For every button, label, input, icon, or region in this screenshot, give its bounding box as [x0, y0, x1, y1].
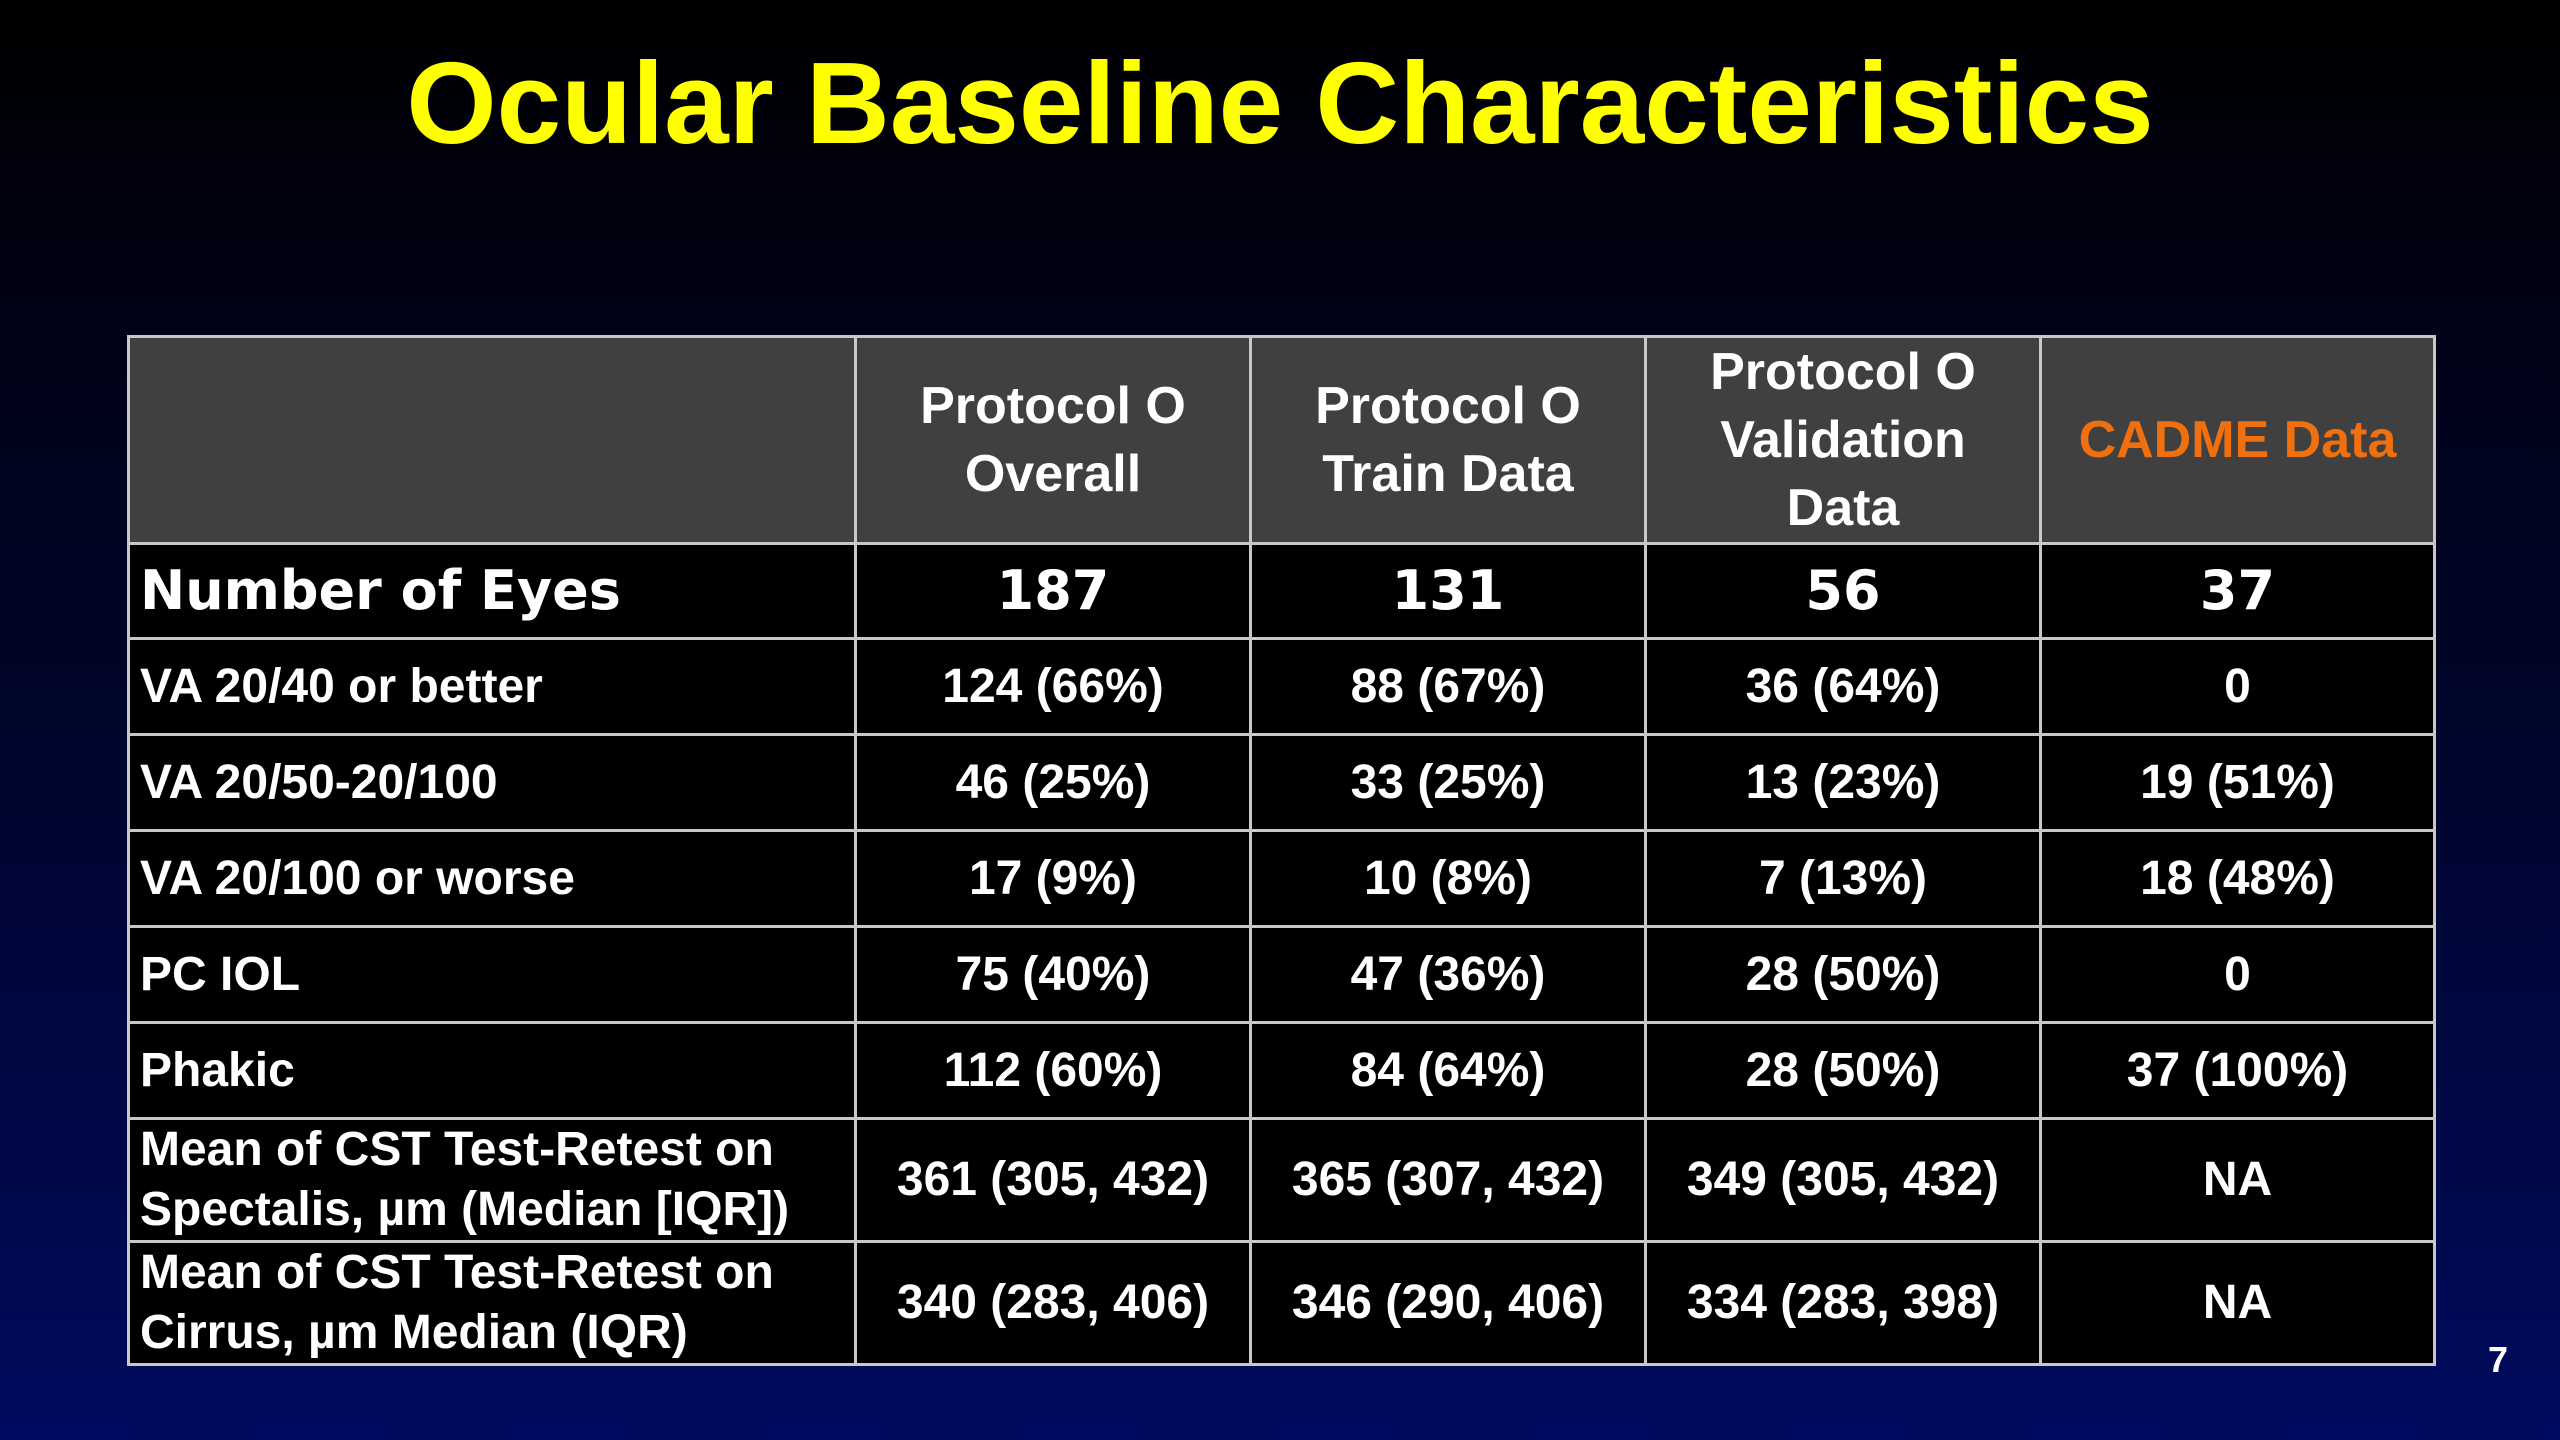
table-row: PC IOL 75 (40%) 47 (36%) 28 (50%) 0 [127, 925, 2436, 1024]
table-cell: 84 (64%) [1249, 1021, 1647, 1120]
table-row: VA 20/40 or better 124 (66%) 88 (67%) 36… [127, 637, 2436, 736]
table-cell: 47 (36%) [1249, 925, 1647, 1024]
table-cell: 46 (25%) [854, 733, 1252, 832]
table-cell: 88 (67%) [1249, 637, 1647, 736]
table-cell: 187 [854, 542, 1252, 640]
table-row: VA 20/50-20/100 46 (25%) 33 (25%) 13 (23… [127, 733, 2436, 832]
table-cell: 75 (40%) [854, 925, 1252, 1024]
table-row: Phakic 112 (60%) 84 (64%) 28 (50%) 37 (1… [127, 1021, 2436, 1120]
table-cell: 33 (25%) [1249, 733, 1647, 832]
header-protocol-o-validation: Protocol O Validation Data [1644, 335, 2042, 545]
row-label: VA 20/40 or better [127, 637, 857, 736]
table-cell: 112 (60%) [854, 1021, 1252, 1120]
baseline-characteristics-table: Protocol O Overall Protocol O Train Data… [127, 335, 2436, 1366]
row-label: Mean of CST Test-Retest on Spectalis, µm… [127, 1117, 857, 1243]
table-row: Mean of CST Test-Retest on Cirrus, µm Me… [127, 1240, 2436, 1366]
table-header-row: Protocol O Overall Protocol O Train Data… [127, 335, 2436, 545]
table-cell: 13 (23%) [1644, 733, 2042, 832]
row-label: VA 20/50-20/100 [127, 733, 857, 832]
row-label: Phakic [127, 1021, 857, 1120]
table-cell: 124 (66%) [854, 637, 1252, 736]
header-cadme-data: CADME Data [2039, 335, 2436, 545]
header-empty [127, 335, 857, 545]
row-label: PC IOL [127, 925, 857, 1024]
table-cell: NA [2039, 1117, 2436, 1243]
table-cell: 37 (100%) [2039, 1021, 2436, 1120]
table-cell: 340 (283, 406) [854, 1240, 1252, 1366]
table-cell: 19 (51%) [2039, 733, 2436, 832]
header-protocol-o-train: Protocol O Train Data [1249, 335, 1647, 545]
table-cell: 18 (48%) [2039, 829, 2436, 928]
row-label: Number of Eyes [127, 542, 857, 640]
table-row: Mean of CST Test-Retest on Spectalis, µm… [127, 1117, 2436, 1243]
table-cell: 28 (50%) [1644, 1021, 2042, 1120]
table-cell: 349 (305, 432) [1644, 1117, 2042, 1243]
table-cell: 36 (64%) [1644, 637, 2042, 736]
slide-title: Ocular Baseline Characteristics [406, 38, 2154, 168]
page-number: 7 [2487, 1339, 2508, 1380]
table-cell: 131 [1249, 542, 1647, 640]
table-row: Number of Eyes 187 131 56 37 [127, 542, 2436, 640]
table-cell: 361 (305, 432) [854, 1117, 1252, 1243]
table-cell: 334 (283, 398) [1644, 1240, 2042, 1366]
table-cell: 0 [2039, 637, 2436, 736]
table-cell: 10 (8%) [1249, 829, 1647, 928]
header-protocol-o-overall: Protocol O Overall [854, 335, 1252, 545]
table-cell: 37 [2039, 542, 2436, 640]
table-cell: 0 [2039, 925, 2436, 1024]
table-cell: 56 [1644, 542, 2042, 640]
table-cell: 365 (307, 432) [1249, 1117, 1647, 1243]
table-cell: NA [2039, 1240, 2436, 1366]
table-cell: 17 (9%) [854, 829, 1252, 928]
table-cell: 7 (13%) [1644, 829, 2042, 928]
table-row: VA 20/100 or worse 17 (9%) 10 (8%) 7 (13… [127, 829, 2436, 928]
table-cell: 28 (50%) [1644, 925, 2042, 1024]
row-label: VA 20/100 or worse [127, 829, 857, 928]
table-cell: 346 (290, 406) [1249, 1240, 1647, 1366]
baseline-table-container: Protocol O Overall Protocol O Train Data… [127, 335, 2436, 1366]
row-label: Mean of CST Test-Retest on Cirrus, µm Me… [127, 1240, 857, 1366]
